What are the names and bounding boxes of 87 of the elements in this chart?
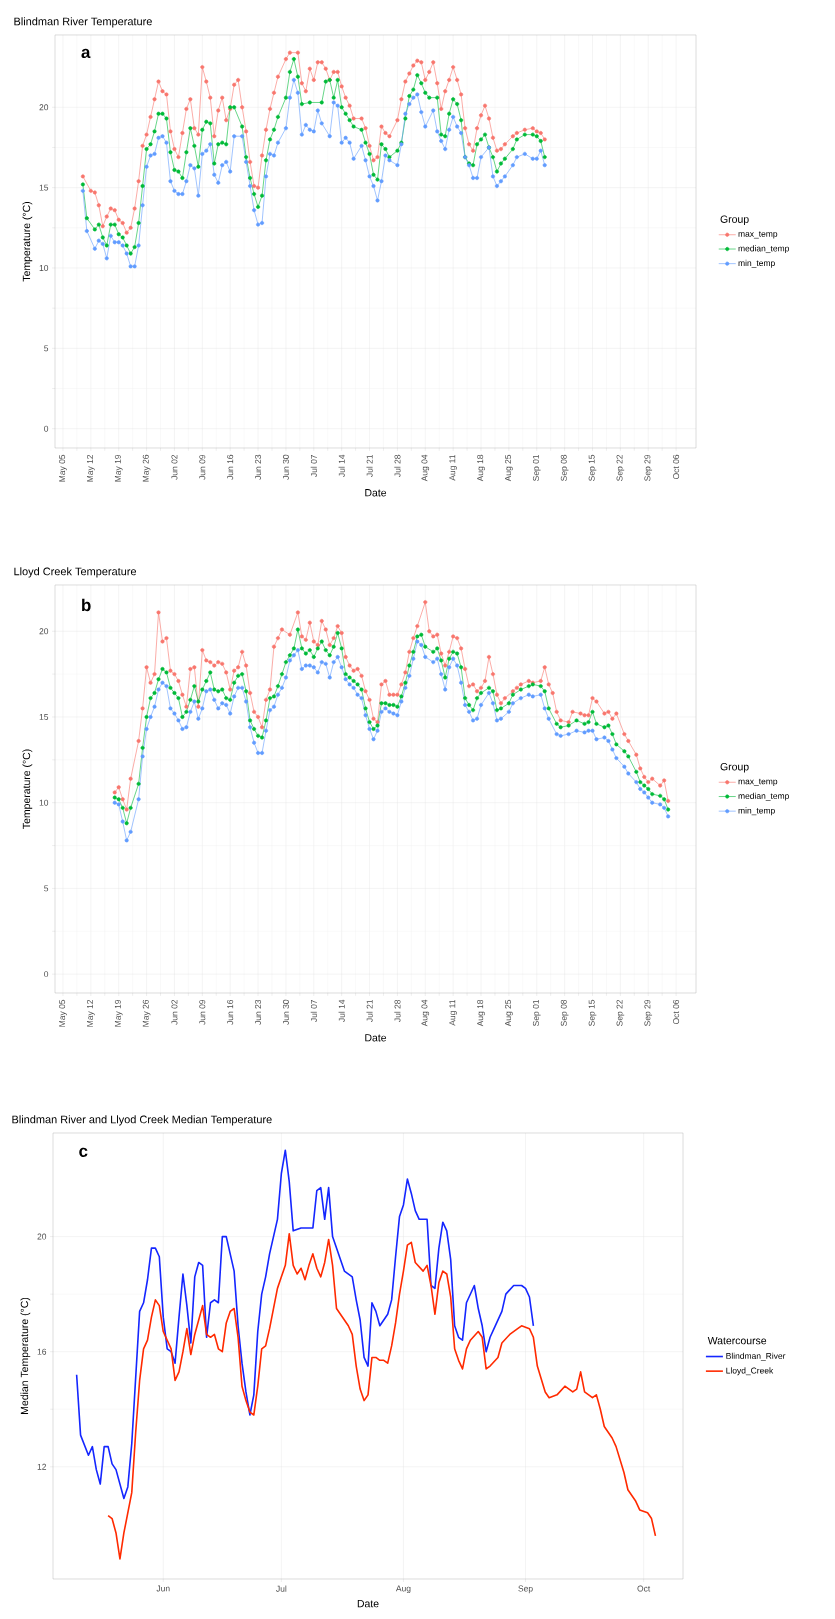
x-tick-label: Aug 25	[505, 999, 513, 1027]
x-tick-label: Jul 21	[366, 999, 373, 1022]
legend-label: max_temp	[738, 778, 778, 786]
x-tick-label: Jun 23	[255, 454, 262, 480]
x-tick-label: Jun 09	[199, 999, 206, 1025]
x-axis-title: Date	[365, 489, 387, 497]
x-tick-label: Jun 02	[171, 454, 178, 480]
y-tick-label: 20	[39, 628, 49, 635]
y-tick-label: 10	[39, 264, 49, 271]
x-tick-label: Aug 25	[505, 454, 513, 482]
x-axis-title: Date	[365, 1034, 387, 1042]
x-tick-label: Sep 22	[616, 454, 625, 481]
y-tick-label: 15	[39, 184, 49, 191]
annotation: b	[82, 598, 91, 612]
legend-label: Lloyd_Creek	[726, 1367, 774, 1376]
chart-title: Lloyd Creek Temperature	[14, 567, 137, 578]
x-tick-label: Sep 22	[616, 999, 625, 1026]
x-tick-label: Jun 16	[227, 454, 234, 480]
x-tick-label: Jun 30	[282, 999, 289, 1025]
legend-title: Group	[720, 215, 749, 225]
x-tick-label: Aug 18	[477, 454, 485, 482]
x-tick-label: Jul 21	[366, 454, 373, 477]
x-tick-label: May 05	[59, 999, 67, 1027]
y-tick-label: 0	[44, 971, 49, 978]
chart-title: Blindman River and Llyod Creek Median Temperature	[12, 1115, 272, 1126]
x-axis-title: Date	[357, 1600, 379, 1608]
x-tick-label: Aug 18	[477, 999, 485, 1027]
x-tick-label: Aug 11	[449, 454, 457, 481]
annotation: a	[81, 48, 91, 59]
x-tick-label: May 26	[142, 454, 151, 482]
y-tick-label: 20	[37, 1233, 47, 1240]
chart-title: Blindman River Temperature	[14, 17, 152, 28]
x-tick-label: Sep 08	[560, 454, 569, 481]
legend-title: Group	[720, 763, 749, 773]
x-tick-label: Sep	[518, 1585, 533, 1594]
legend-label: max_temp	[738, 231, 778, 239]
x-tick-label: Jun 30	[282, 454, 289, 480]
x-tick-label: Jun 02	[171, 999, 178, 1025]
x-tick-label: May 12	[87, 999, 95, 1027]
legend-label: min_temp	[738, 259, 775, 268]
x-tick-label: May 19	[114, 999, 123, 1027]
y-axis-title: Temperature (°C)	[22, 201, 33, 282]
legend-label: median_temp	[738, 245, 789, 254]
x-tick-label: Jun 16	[227, 999, 234, 1025]
x-tick-label: Jul 28	[394, 454, 401, 477]
x-tick-label: Jul 07	[310, 999, 317, 1022]
y-tick-label: 5	[44, 885, 49, 892]
x-tick-label: Oct	[637, 1585, 651, 1592]
x-tick-label: Sep 08	[560, 999, 569, 1026]
x-tick-label: Jun 09	[199, 454, 206, 480]
y-axis-title: Temperature (°C)	[22, 749, 33, 829]
x-tick-label: Jul 14	[338, 999, 345, 1022]
x-tick-label: Sep 01	[532, 999, 541, 1026]
y-tick-label: 10	[39, 799, 49, 806]
legend-label: median_temp	[738, 792, 789, 801]
y-tick-label: 20	[39, 104, 49, 111]
x-tick-label: Jun 23	[255, 999, 262, 1025]
x-tick-label: Sep 01	[532, 454, 541, 481]
x-tick-label: Jun	[156, 1585, 170, 1592]
x-tick-label: May 05	[59, 454, 67, 482]
x-tick-label: Aug 11	[449, 999, 457, 1026]
y-tick-label: 12	[37, 1463, 47, 1470]
legend-label: min_temp	[738, 807, 775, 816]
x-tick-label: Jul	[276, 1585, 287, 1592]
x-tick-label: Aug	[395, 1585, 411, 1594]
x-tick-label: Aug 04	[421, 454, 430, 482]
x-tick-label: Sep 29	[644, 999, 653, 1026]
y-tick-label: 15	[39, 714, 49, 720]
x-tick-label: May 19	[114, 454, 123, 482]
x-tick-label: Sep 15	[588, 999, 597, 1026]
y-tick-label: 5	[44, 345, 49, 352]
y-axis-title: Median Temperature (°C)	[20, 1297, 31, 1414]
x-tick-label: Jul 28	[394, 999, 401, 1022]
y-tick-label: 0	[44, 425, 49, 432]
x-tick-label: Oct 06	[673, 454, 680, 480]
legend-title: Watercourse	[707, 1337, 767, 1345]
y-tick-label: 16	[37, 1348, 47, 1355]
legend-label: Blindman_River	[726, 1352, 786, 1361]
x-tick-label: May 26	[142, 999, 151, 1027]
x-tick-label: May 12	[87, 454, 95, 482]
x-tick-label: Aug 04	[421, 999, 430, 1027]
annotation: c	[79, 1147, 88, 1157]
x-tick-label: Oct 06	[673, 999, 680, 1025]
x-tick-label: Jul 07	[310, 454, 317, 477]
x-tick-label: Sep 15	[588, 454, 597, 481]
x-tick-label: Sep 29	[644, 454, 653, 481]
x-tick-label: Jul 14	[338, 454, 345, 477]
